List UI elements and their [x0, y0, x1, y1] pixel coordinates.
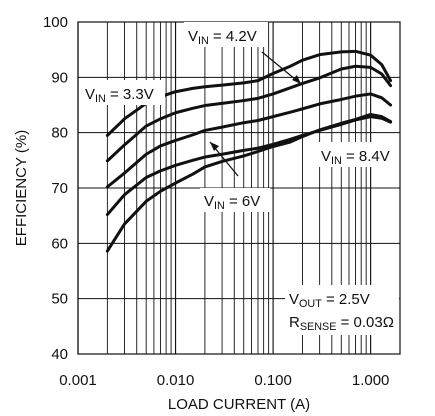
- y-tick-label-6: 100: [43, 14, 68, 31]
- x-tick-label-3: 1.000: [352, 372, 390, 389]
- x-tick-label-1: 0.010: [157, 372, 195, 389]
- y-tick-label-2: 60: [51, 235, 68, 252]
- series-line-2: [105, 92, 393, 189]
- series-line-4: [105, 112, 393, 253]
- annotation-rsense: RSENSE = 0.03Ω: [289, 314, 394, 333]
- y-tick-label-0: 40: [51, 346, 68, 363]
- annotation-bg-vin-4-2: [184, 22, 268, 47]
- annotation-vin-4-2: VIN = 4.2V: [188, 28, 257, 47]
- y-tick-label-5: 90: [51, 69, 68, 86]
- annotation-bg-vin-3-3: [81, 80, 165, 105]
- y-tick-label-1: 50: [51, 291, 68, 308]
- y-tick-label-4: 80: [51, 125, 68, 142]
- annotations: VIN = 4.2V VIN = 3.3V VIN = 8.4V VIN = 6V VO…: [81, 22, 399, 335]
- arrowhead-vin-6: [210, 142, 219, 151]
- annotation-vout: VOUT = 2.5V: [289, 291, 370, 310]
- annotation-bg-vin-8-4: [317, 142, 399, 167]
- series-line-1: [105, 64, 393, 163]
- annotation-vin-8-4: VIN = 8.4V: [321, 148, 390, 167]
- y-tick-label-3: 70: [51, 180, 68, 197]
- x-axis-label: LOAD CURRENT (A): [168, 396, 310, 413]
- annotation-vin-3-3: VIN = 3.3V: [85, 86, 154, 105]
- annotation-bg-vin-6: [200, 188, 270, 212]
- x-tick-label-2: 0.100: [254, 372, 292, 389]
- annotation-vin-6: VIN = 6V: [204, 193, 260, 212]
- arrowhead-vin-4-2: [292, 75, 301, 84]
- annotation-bg-conditions: [285, 285, 399, 335]
- y-axis-label: EFFICIENCY (%): [13, 130, 30, 246]
- x-tick-label-0: 0.001: [59, 372, 97, 389]
